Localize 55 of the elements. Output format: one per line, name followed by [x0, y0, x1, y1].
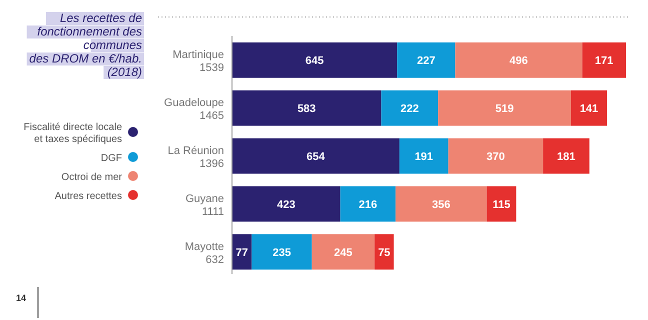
- legend-label: Fiscalité directe locale et taxes spécifiques: [24, 122, 122, 145]
- bar: [397, 42, 456, 78]
- data-label: 222: [400, 103, 419, 116]
- y-tick-label: Guadeloupe: [164, 97, 224, 110]
- bar: [232, 90, 382, 126]
- bar: [570, 90, 608, 126]
- bar: [232, 42, 398, 78]
- bar: [232, 186, 340, 222]
- bar: [486, 186, 516, 222]
- data-label: 235: [272, 246, 291, 259]
- legend-label: DGF: [100, 153, 122, 164]
- data-label: 356: [432, 198, 450, 211]
- data-label: 75: [378, 246, 390, 259]
- data-label: 216: [358, 198, 378, 211]
- bar: [396, 186, 487, 222]
- bar: [543, 138, 590, 174]
- data-label: 171: [594, 55, 614, 68]
- y-tick-label: Guyane: [185, 192, 224, 205]
- bar: [448, 138, 544, 174]
- y-tick-label: Mayotte: [184, 240, 224, 253]
- total-label: 1539: [200, 62, 224, 74]
- data-label: 191: [414, 151, 434, 163]
- data-label: 181: [557, 151, 576, 163]
- total-label: 1396: [200, 158, 224, 170]
- data-label: 583: [297, 103, 316, 116]
- bar: [374, 234, 394, 270]
- bar: [252, 234, 312, 270]
- data-label: 645: [305, 55, 324, 68]
- total-label: 1465: [200, 110, 224, 122]
- data-label: 115: [492, 198, 510, 211]
- total-label: 1111: [202, 206, 224, 218]
- data-label: 141: [580, 103, 598, 116]
- data-label: 496: [510, 55, 528, 68]
- bar: [312, 234, 375, 270]
- data-label: 654: [306, 151, 326, 163]
- y-tick-label: Martinique: [172, 49, 224, 62]
- legend-label: Autres recettes: [54, 191, 122, 202]
- y-tick-label: La Réunion: [168, 145, 224, 157]
- data-label: 370: [486, 151, 505, 163]
- bar: [438, 90, 571, 126]
- bar: [455, 42, 582, 78]
- text: Les recettes de fonctionnement des communes des DROM en €/hab. (2018): [29, 11, 142, 79]
- bar: [582, 42, 626, 78]
- bar: [399, 138, 448, 174]
- data-label: 227: [417, 55, 436, 68]
- legend-label: Octroi de mer: [61, 172, 123, 183]
- data-label: 423: [276, 198, 296, 211]
- bar: [381, 90, 438, 126]
- bar: [340, 186, 396, 222]
- data-label: 245: [334, 246, 352, 259]
- text: 14: [16, 293, 26, 303]
- bar: [232, 138, 400, 174]
- total-label: 632: [206, 254, 224, 266]
- data-label: 519: [495, 103, 514, 116]
- data-label: 77: [236, 246, 248, 259]
